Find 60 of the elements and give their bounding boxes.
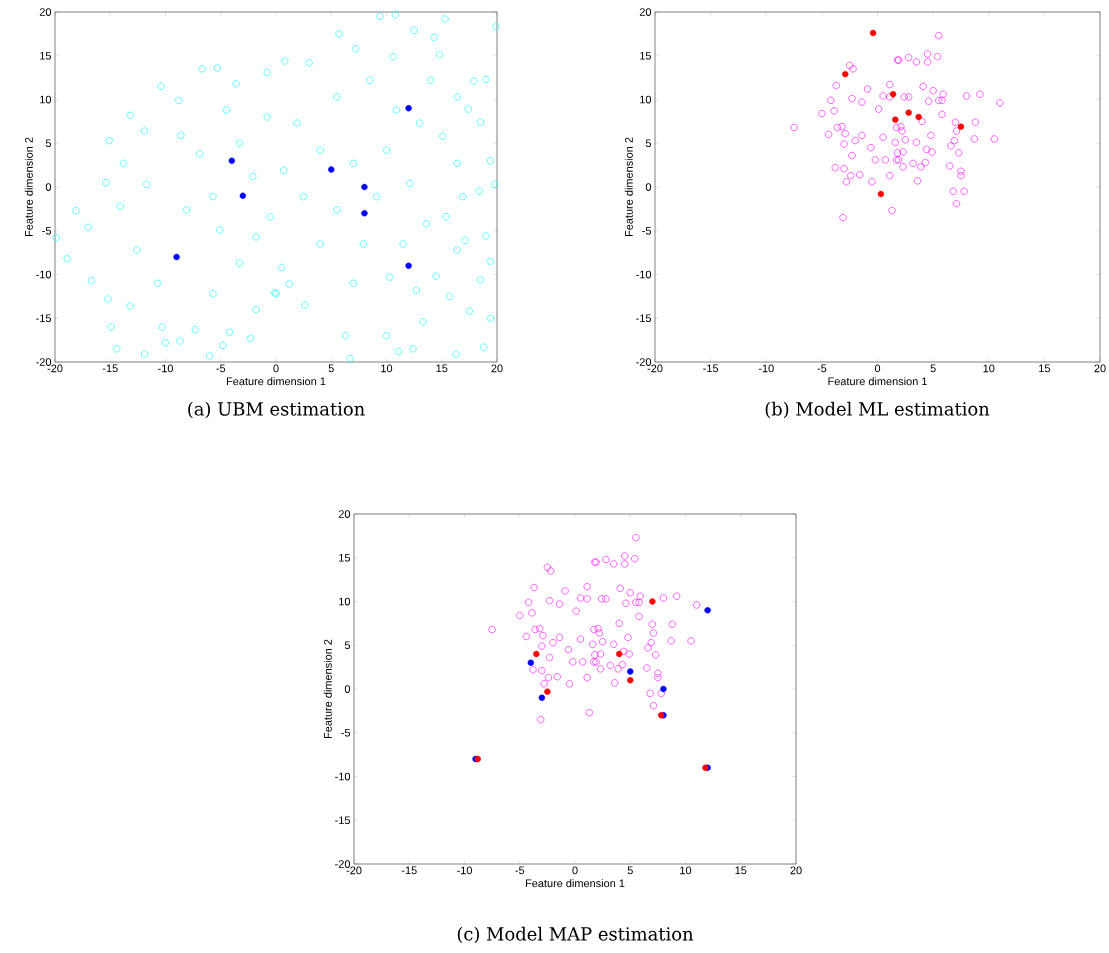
y-axis-title: Feature dimension 2	[323, 639, 332, 739]
x-tick-label: 20	[1094, 364, 1106, 373]
y-tick-label: 10	[339, 597, 351, 606]
y-axis-title: Feature dimension 2	[624, 137, 633, 237]
x-tick-label: 0	[874, 364, 881, 373]
y-tick-label: 0	[45, 183, 52, 191]
x-axis-title: Feature dimension 1	[226, 377, 326, 386]
x-tick-label: 10	[381, 364, 393, 373]
y-tick-label: 20	[39, 8, 52, 16]
y-tick-label: -20	[335, 860, 351, 868]
text: (b) Model ML estimation	[765, 401, 990, 419]
y-tick-label: 5	[45, 139, 52, 148]
y-tick-label: -15	[36, 314, 52, 323]
x-tick-label: 15	[1039, 364, 1051, 373]
x-tick-label: 5	[627, 866, 633, 875]
y-tick-label: -5	[341, 728, 351, 737]
y-tick-label: 15	[40, 51, 52, 60]
y-tick-label: 15	[339, 553, 351, 562]
x-tick-label: 10	[680, 866, 692, 875]
x-tick-label: 15	[436, 364, 448, 373]
x-tick-label: 5	[328, 364, 334, 373]
x-tick-label: -10	[457, 866, 472, 875]
y-tick-label: -5	[642, 226, 652, 235]
x-tick-label: -5	[216, 364, 226, 373]
y-tick-label: -10	[36, 270, 52, 279]
x-tick-label: -15	[401, 866, 417, 875]
x-tick-label: -5	[817, 364, 827, 373]
y-tick-label: 20	[338, 510, 351, 518]
y-axis-title: Feature dimension 2	[24, 137, 33, 237]
y-tick-label: 5	[645, 139, 652, 148]
y-tick-label: 10	[40, 95, 52, 104]
y-tick-label: -10	[335, 772, 351, 781]
x-tick-label: -5	[515, 866, 525, 875]
y-tick-label: -5	[42, 226, 52, 235]
x-tick-label: -10	[758, 364, 774, 373]
x-tick-label: 5	[930, 364, 936, 373]
x-tick-label: -15	[102, 364, 118, 373]
x-tick-label: 0	[572, 866, 578, 875]
x-axis-title: Feature dimension 1	[828, 377, 927, 386]
y-tick-label: 20	[639, 8, 652, 16]
x-tick-label: -15	[703, 364, 719, 373]
y-tick-label: -20	[636, 358, 652, 366]
text: (a) UBM estimation	[188, 401, 365, 419]
y-tick-label: -10	[636, 270, 652, 279]
y-tick-label: 15	[640, 51, 652, 60]
y-tick-label: -15	[636, 314, 652, 323]
x-tick-label: 0	[273, 364, 279, 373]
x-tick-label: 10	[983, 364, 995, 373]
y-tick-label: -15	[335, 816, 351, 825]
x-tick-label: 20	[790, 866, 802, 875]
x-tick-label: 20	[491, 364, 503, 373]
x-axis-title: Feature dimension 1	[525, 879, 625, 888]
y-tick-label: 0	[645, 183, 652, 191]
y-tick-label: -20	[36, 358, 52, 366]
y-tick-label: 5	[344, 641, 351, 650]
y-tick-label: 0	[344, 685, 351, 693]
x-tick-label: -10	[158, 364, 173, 373]
text: (c) Model MAP estimation	[457, 926, 694, 944]
x-tick-label: 15	[735, 866, 747, 875]
y-tick-label: 10	[640, 95, 652, 104]
